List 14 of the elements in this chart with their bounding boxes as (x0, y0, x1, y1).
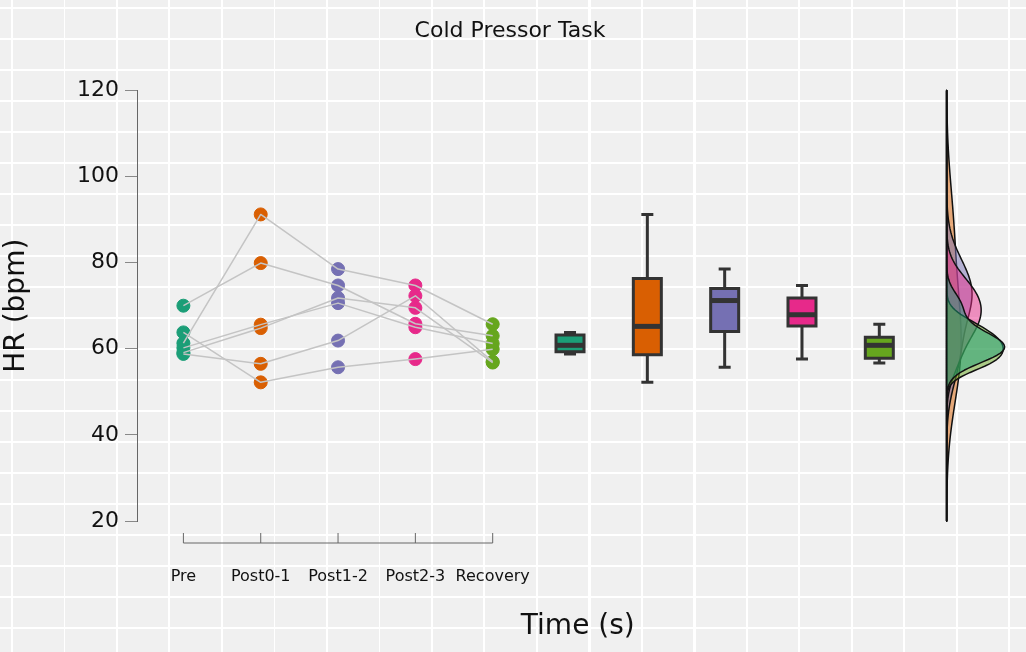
y-tick-label: 80 (91, 248, 119, 274)
chart-title: Cold Pressor Task (414, 16, 606, 42)
y-tick-label: 100 (77, 162, 119, 188)
x-tick-label: Post1-2 (308, 565, 368, 585)
y-axis-title: HR (bpm) (0, 238, 32, 373)
y-tick-label: 120 (77, 76, 119, 102)
x-axis-title: Time (s) (519, 608, 635, 642)
x-tick-label: Post2-3 (385, 565, 446, 585)
y-tick-label: 20 (91, 506, 119, 532)
x-tick-label: Recovery (455, 565, 530, 585)
x-tick-label: Post0-1 (230, 565, 291, 585)
y-tick-label: 60 (91, 334, 119, 360)
x-tick-label: Pre (170, 565, 197, 585)
y-tick-label: 40 (91, 420, 119, 446)
